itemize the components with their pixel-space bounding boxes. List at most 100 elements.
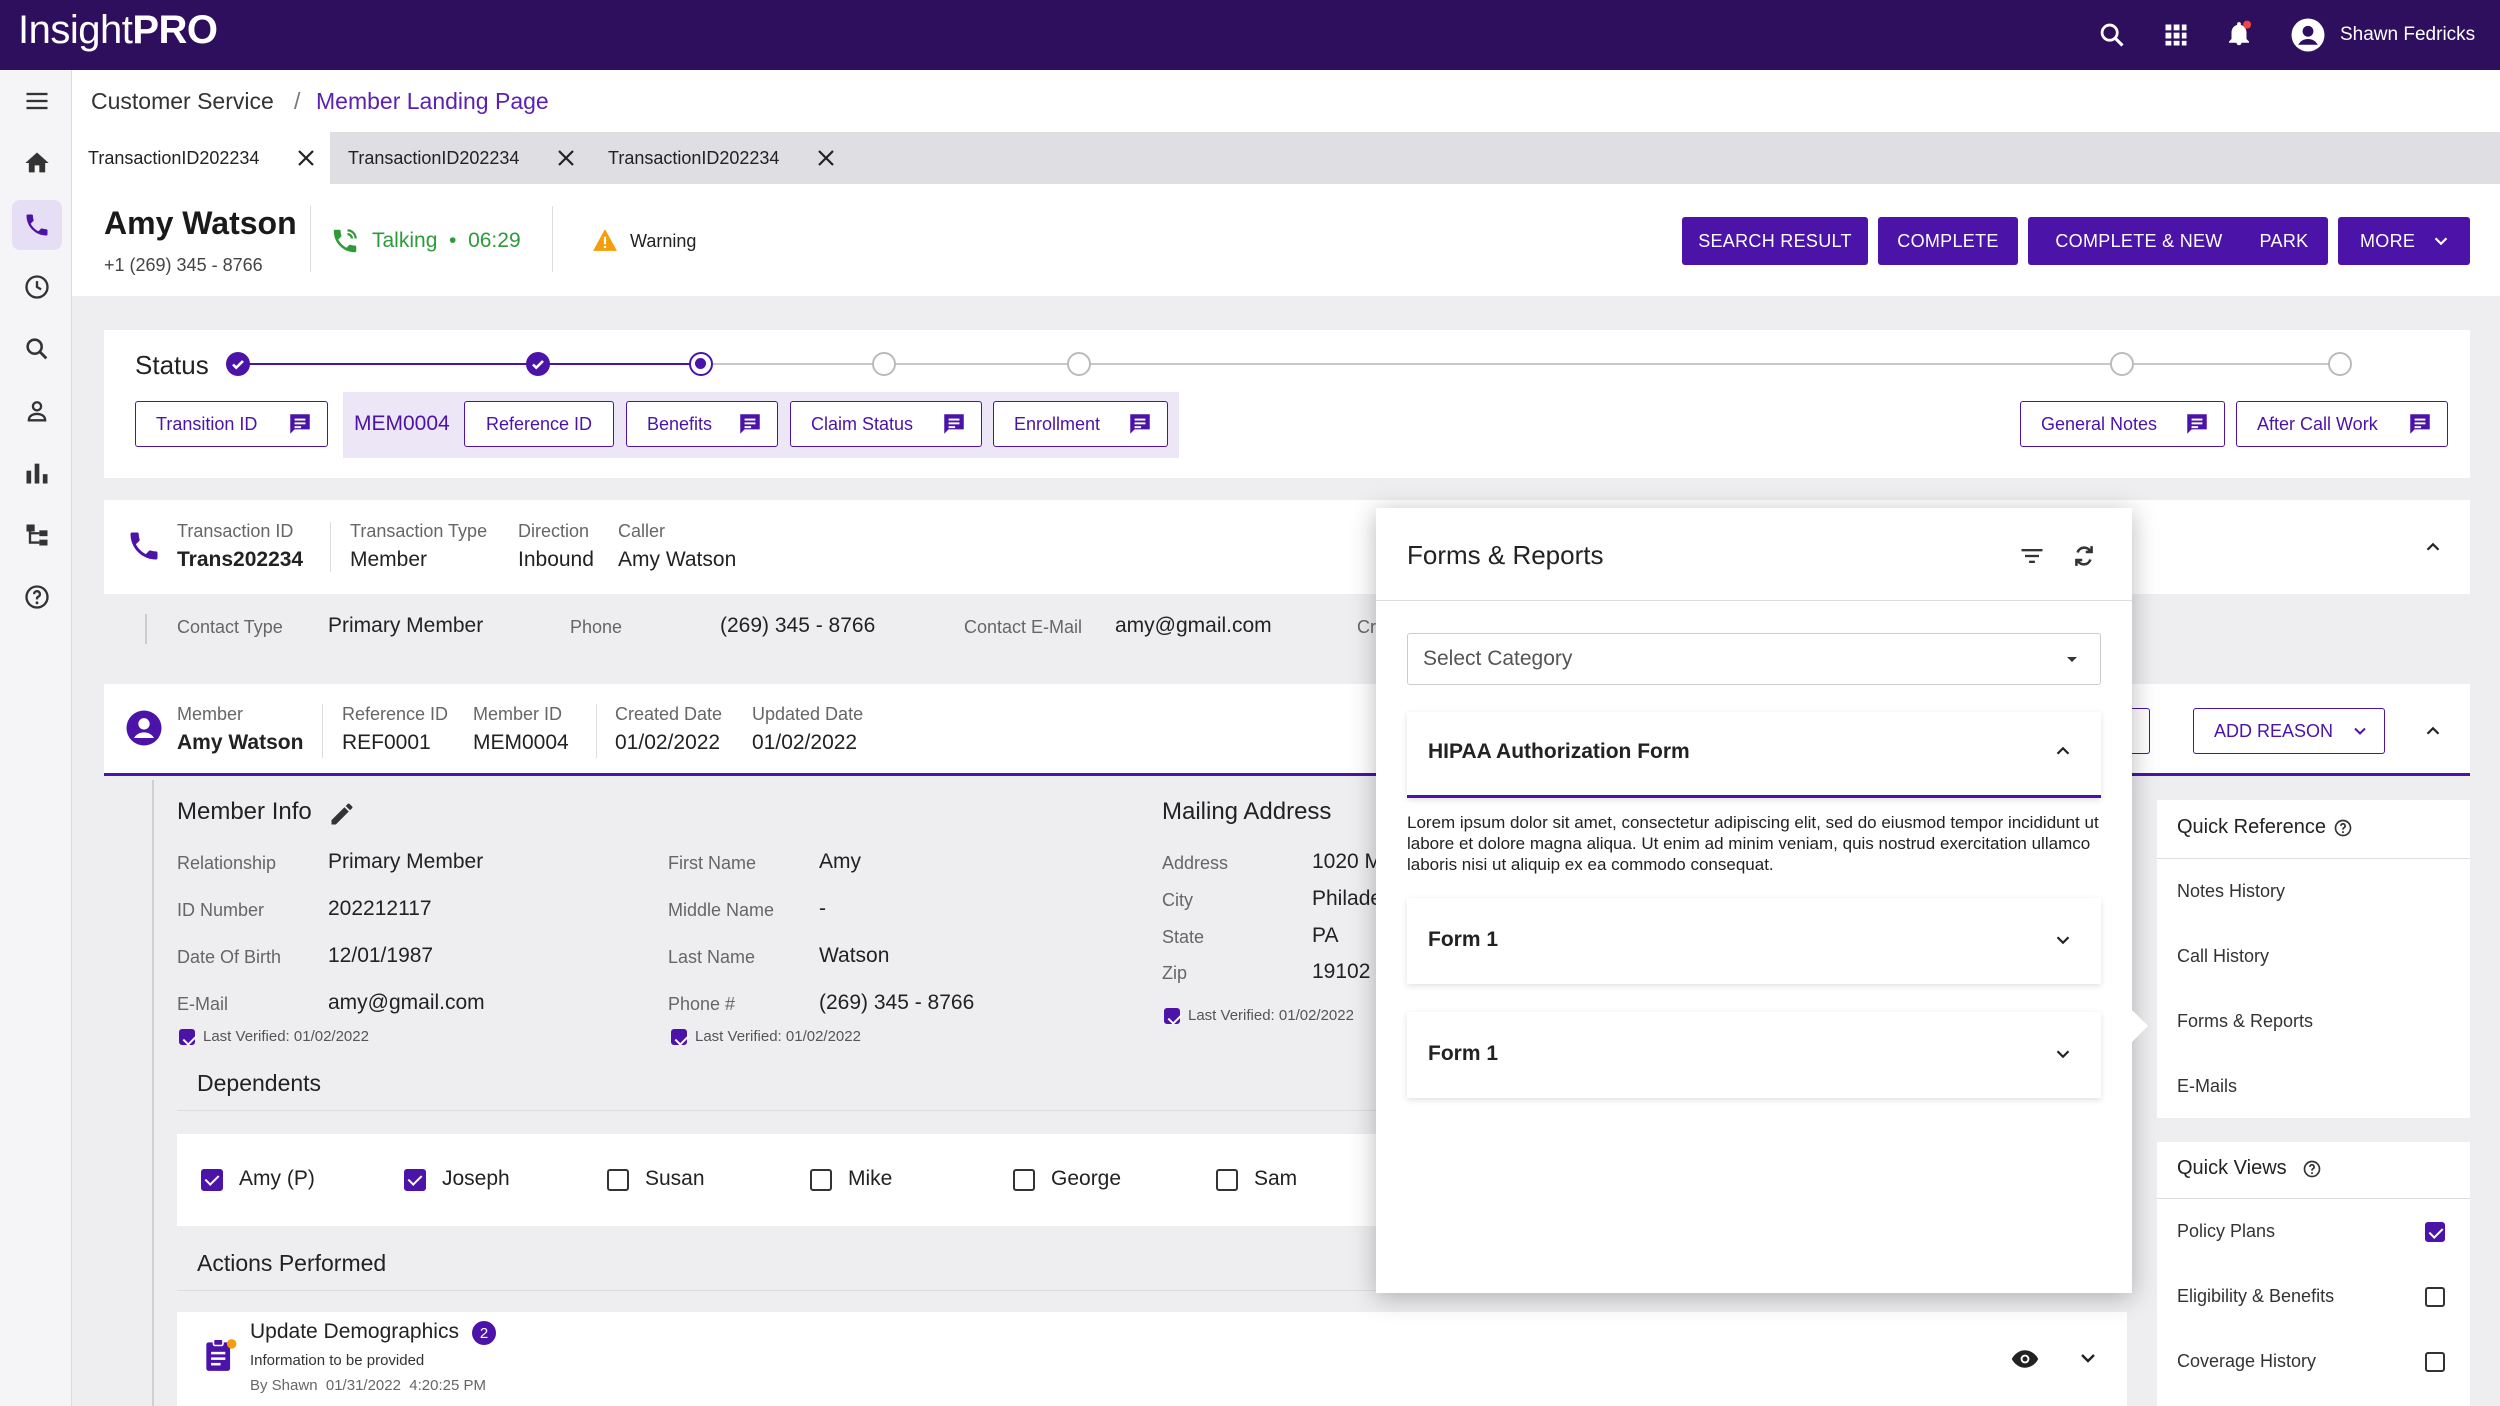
- status-step-6[interactable]: [2110, 352, 2134, 376]
- status-step-4[interactable]: [872, 352, 896, 376]
- search-result-button[interactable]: SEARCH RESULT: [1682, 217, 1868, 265]
- dependent-checkbox[interactable]: [201, 1169, 223, 1191]
- divider: [177, 1110, 1377, 1111]
- verified-checkbox[interactable]: [671, 1029, 687, 1045]
- zip-label: Zip: [1162, 963, 1188, 983]
- note-icon: [737, 411, 763, 437]
- benefits-button[interactable]: Benefits: [626, 401, 778, 447]
- transaction-tab-3[interactable]: TransactionID202234: [592, 132, 854, 184]
- expand-chevron-icon[interactable]: [2052, 929, 2074, 951]
- phone-nav-icon[interactable]: [12, 200, 62, 250]
- note-icon: [2407, 411, 2433, 437]
- add-reason-button[interactable]: ADD REASON: [2193, 708, 2385, 754]
- menu-icon[interactable]: [12, 76, 62, 126]
- divider: [145, 614, 147, 644]
- last-verified-text: Last Verified: 01/02/2022: [203, 1028, 369, 1045]
- form-title: Form 1: [1428, 1042, 1499, 1065]
- breadcrumb-separator: /: [294, 88, 301, 114]
- complete-new-button[interactable]: COMPLETE & NEW: [2028, 217, 2250, 265]
- button-label: Enrollment: [1014, 413, 1101, 434]
- status-step-7[interactable]: [2328, 352, 2352, 376]
- help-icon[interactable]: [12, 572, 62, 622]
- quick-view-checkbox[interactable]: [2425, 1352, 2445, 1372]
- middle-name-label: Middle Name: [668, 900, 775, 920]
- divider: [2157, 1198, 2470, 1199]
- collapse-chevron-icon[interactable]: [2052, 740, 2074, 762]
- notifications-bell-icon[interactable]: [2224, 19, 2254, 49]
- quick-view-checkbox[interactable]: [2425, 1287, 2445, 1307]
- expand-chevron-icon[interactable]: [2052, 1043, 2074, 1065]
- hierarchy-icon[interactable]: [12, 510, 62, 560]
- form-accordion-1[interactable]: [1407, 898, 2101, 984]
- history-clock-icon[interactable]: [12, 262, 62, 312]
- edit-pencil-icon[interactable]: [328, 800, 356, 828]
- enrollment-button[interactable]: Enrollment: [993, 401, 1168, 447]
- claim-status-button[interactable]: Claim Status: [790, 401, 982, 447]
- quick-ref-call-history[interactable]: Call History: [2177, 946, 2270, 966]
- help-circle-icon[interactable]: [2302, 1159, 2322, 1179]
- dependent-checkbox[interactable]: [1013, 1169, 1035, 1191]
- dependent-name: Joseph: [442, 1167, 510, 1190]
- verified-checkbox[interactable]: [1164, 1008, 1180, 1024]
- dependent-checkbox[interactable]: [1216, 1169, 1238, 1191]
- dependent-checkbox[interactable]: [810, 1169, 832, 1191]
- status-step-5[interactable]: [1067, 352, 1091, 376]
- close-tab-icon[interactable]: [294, 146, 318, 170]
- complete-button[interactable]: COMPLETE: [1878, 217, 2018, 265]
- caller-value: Amy Watson: [618, 548, 737, 571]
- transition-id-button[interactable]: Transition ID: [135, 401, 328, 447]
- breadcrumb-current: Member Landing Page: [316, 88, 549, 114]
- help-circle-icon[interactable]: [2333, 818, 2353, 838]
- close-tab-icon[interactable]: [814, 146, 838, 170]
- user-name[interactable]: Shawn Fedricks: [2340, 24, 2476, 45]
- expand-chevron-icon[interactable]: [2076, 1346, 2100, 1370]
- bar-chart-icon[interactable]: [12, 448, 62, 498]
- caller-label: Caller: [618, 521, 666, 541]
- after-call-work-button[interactable]: After Call Work: [2236, 401, 2448, 447]
- search-nav-icon[interactable]: [12, 324, 62, 374]
- id-number-label: ID Number: [177, 900, 265, 920]
- reference-id-button[interactable]: Reference ID: [464, 401, 614, 447]
- quick-ref-notes-history[interactable]: Notes History: [2177, 881, 2286, 901]
- app-logo[interactable]: InsightPRO: [18, 8, 218, 52]
- status-progress-line: [238, 363, 703, 365]
- action-item-card[interactable]: [177, 1312, 2127, 1406]
- dependent-checkbox[interactable]: [607, 1169, 629, 1191]
- category-select[interactable]: [1407, 633, 2101, 685]
- quick-ref-forms-reports[interactable]: Forms & Reports: [2177, 1011, 2314, 1031]
- hipaa-accordion-header[interactable]: [1407, 712, 2101, 798]
- search-icon[interactable]: [2098, 21, 2126, 49]
- quick-view-checkbox[interactable]: [2425, 1222, 2445, 1242]
- dependent-checkbox[interactable]: [404, 1169, 426, 1191]
- apps-grid-icon[interactable]: [2162, 21, 2190, 49]
- refresh-icon[interactable]: [2070, 542, 2098, 570]
- transaction-tab-1[interactable]: TransactionID202234: [72, 132, 330, 184]
- breadcrumb-root[interactable]: Customer Service: [91, 88, 274, 114]
- general-notes-button[interactable]: General Notes: [2020, 401, 2225, 447]
- status-step-3[interactable]: [689, 352, 713, 376]
- home-icon[interactable]: [12, 138, 62, 188]
- person-icon[interactable]: [12, 386, 62, 436]
- quick-ref-emails[interactable]: E-Mails: [2177, 1076, 2238, 1096]
- city-value: Philade: [1312, 887, 1383, 910]
- hipaa-description: Lorem ipsum dolor sit amet, consectetur …: [1407, 813, 2099, 874]
- form-accordion-2[interactable]: [1407, 1012, 2101, 1098]
- transaction-tab-2[interactable]: TransactionID202234: [332, 132, 594, 184]
- verified-checkbox[interactable]: [179, 1029, 195, 1045]
- collapse-chevron-icon[interactable]: [2422, 536, 2444, 558]
- caller-name: Amy Watson: [104, 205, 297, 241]
- email-value: amy@gmail.com: [328, 991, 485, 1014]
- park-button[interactable]: PARK: [2240, 217, 2328, 265]
- quick-view-label: Eligibility & Benefits: [2177, 1286, 2335, 1306]
- filter-icon[interactable]: [2018, 542, 2046, 570]
- divider: [322, 704, 323, 758]
- status-step-1[interactable]: [226, 352, 250, 376]
- status-step-2[interactable]: [526, 352, 550, 376]
- collapse-chevron-icon[interactable]: [2422, 720, 2444, 742]
- view-eye-icon[interactable]: [2010, 1344, 2040, 1374]
- user-avatar-icon[interactable]: [2290, 17, 2326, 53]
- member-id-chip[interactable]: MEM0004: [354, 412, 450, 435]
- close-tab-icon[interactable]: [554, 146, 578, 170]
- more-button[interactable]: MORE: [2338, 217, 2470, 265]
- state-label: State: [1162, 927, 1205, 947]
